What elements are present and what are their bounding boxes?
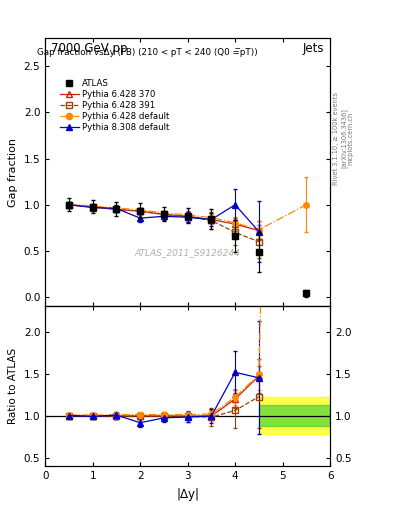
Y-axis label: Ratio to ATLAS: Ratio to ATLAS [8, 348, 18, 424]
Text: Gap fraction vsΔy (FB) (210 < pT < 240 (Q0 =̅pT)): Gap fraction vsΔy (FB) (210 < pT < 240 (… [37, 48, 258, 57]
Point [208, 215, 215, 223]
Point [66, 201, 72, 209]
Text: 7000 GeV pp: 7000 GeV pp [51, 42, 127, 55]
Text: ATLAS_2011_S9126244: ATLAS_2011_S9126244 [135, 248, 241, 258]
Point [303, 289, 310, 297]
Text: [arXiv:1306.3436]: [arXiv:1306.3436] [340, 109, 347, 168]
Point [161, 210, 167, 218]
Y-axis label: Gap fraction: Gap fraction [8, 138, 18, 207]
Point [90, 202, 96, 210]
Text: Jets: Jets [303, 42, 325, 55]
X-axis label: |$\Delta$y|: |$\Delta$y| [176, 486, 199, 503]
Legend: ATLAS, Pythia 6.428 370, Pythia 6.428 391, Pythia 6.428 default, Pythia 8.308 de: ATLAS, Pythia 6.428 370, Pythia 6.428 39… [58, 77, 171, 134]
Point [185, 212, 191, 220]
Point [232, 232, 238, 240]
Point [256, 248, 262, 256]
Point [137, 207, 143, 215]
Point [113, 205, 119, 213]
Text: Rivet 3.1.10, ≥ 100k events: Rivet 3.1.10, ≥ 100k events [333, 92, 339, 185]
Text: mcplots.cern.ch: mcplots.cern.ch [347, 112, 353, 165]
